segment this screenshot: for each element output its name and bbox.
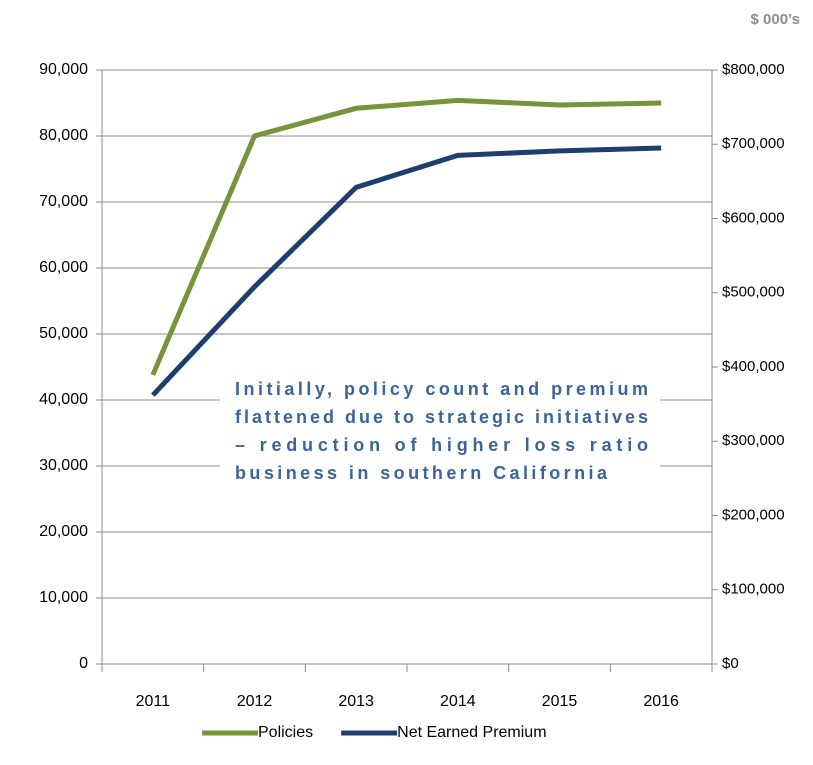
y-tick-label: 80,000 [39, 127, 88, 144]
y2-tick-label: $600,000 [722, 209, 785, 226]
x-tick-label: 2012 [237, 693, 273, 710]
y2-tick-label: $200,000 [722, 506, 785, 523]
y2-tick-label: $500,000 [722, 284, 785, 301]
y2-tick-label: $400,000 [722, 358, 785, 375]
y2-tick-label: $100,000 [722, 581, 785, 598]
x-tick-label: 2015 [542, 693, 578, 710]
line-series [151, 145, 662, 397]
y-tick-label: 60,000 [39, 259, 88, 276]
y-tick-label: 0 [79, 655, 88, 672]
legend-label: Policies [258, 724, 313, 741]
y2-tick-label: $700,000 [722, 135, 785, 152]
annotation-box [220, 370, 660, 498]
x-tick-label: 2016 [643, 693, 679, 710]
annotation: Initially, policy count and premium [235, 379, 648, 399]
y-tick-label: 10,000 [39, 589, 88, 606]
line-series [150, 97, 662, 376]
y-tick-label: 70,000 [39, 193, 88, 210]
y2-tick-label: $300,000 [722, 432, 785, 449]
y2-tick-label: $800,000 [722, 61, 785, 78]
y-tick-label: 50,000 [39, 325, 88, 342]
annotation: flattened due to strategic initiatives [235, 407, 648, 427]
y-tick-label: 40,000 [39, 391, 88, 408]
annotation: – reduction of higher loss ratio [235, 435, 648, 455]
y-tick-label: 90,000 [39, 61, 88, 78]
y2-tick-label: $0 [722, 655, 739, 672]
x-tick-label: 2011 [136, 693, 171, 710]
y-tick-label: 30,000 [39, 457, 88, 474]
unit-label: $ 000’s [751, 11, 801, 28]
legend-label: Net Earned Premium [397, 724, 546, 741]
x-tick-label: 2013 [338, 693, 374, 710]
x-tick-label: 2014 [440, 693, 476, 710]
y-tick-label: 20,000 [39, 523, 88, 540]
